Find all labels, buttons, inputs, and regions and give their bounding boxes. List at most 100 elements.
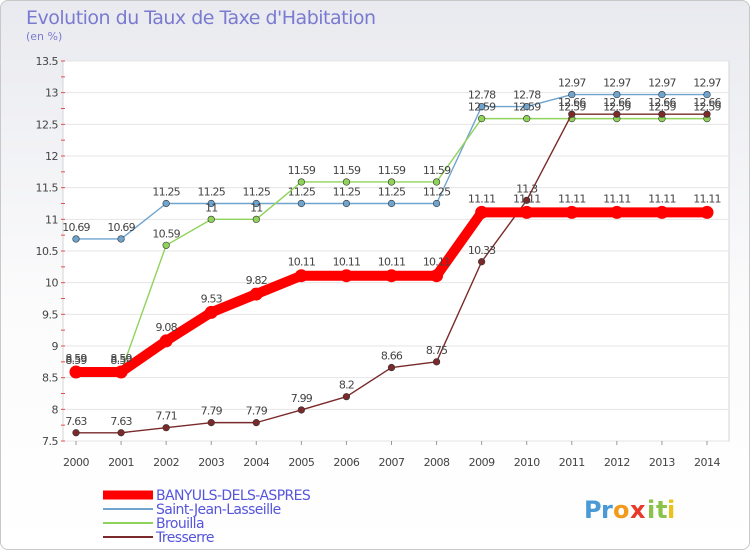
data-label: 12.66 xyxy=(648,96,676,109)
x-tick-label: 2012 xyxy=(604,456,630,469)
y-tick-label: 9 xyxy=(52,340,59,353)
x-tick-label: 2005 xyxy=(288,456,314,469)
data-point xyxy=(204,305,218,319)
data-point xyxy=(568,90,576,99)
data-point xyxy=(162,424,170,432)
data-point xyxy=(432,358,441,366)
unit-label: (en %) xyxy=(26,30,63,43)
logo-letter: x xyxy=(630,496,646,524)
data-label: 12.59 xyxy=(603,101,631,114)
y-tick-label: 8 xyxy=(52,403,59,416)
data-point xyxy=(703,90,711,99)
y-axis: 7.5 8 8.5 9 9.5 10 10.5 11 11.5 12 12.5 13 13.5 xyxy=(36,55,65,448)
legend-label: BANYULS-DELS-ASPRES xyxy=(156,488,311,504)
data-point xyxy=(252,199,260,208)
logo-letter: t xyxy=(656,496,667,524)
logo-letter: r xyxy=(601,496,613,524)
series-0: 8.59 8.59 9.08 9.53 9.82 10.11 10.11 10.11 10.11… xyxy=(65,192,722,379)
data-label: 8.2 xyxy=(339,379,354,392)
data-label: 11.3 xyxy=(516,182,538,195)
data-label: 11.25 xyxy=(378,186,406,199)
data-point xyxy=(252,419,260,427)
data-point xyxy=(159,334,173,348)
x-tick-label: 2011 xyxy=(559,456,585,469)
data-point xyxy=(207,215,215,223)
data-point xyxy=(387,199,396,208)
data-label: 8.75 xyxy=(426,344,448,357)
data-point xyxy=(342,199,351,208)
y-tick-label: 12.5 xyxy=(36,118,59,131)
data-label: 12.59 xyxy=(648,101,676,114)
data-point xyxy=(523,196,531,204)
data-point xyxy=(432,178,441,186)
data-point xyxy=(658,110,666,118)
data-label: 11 xyxy=(250,201,262,214)
data-label: 7.79 xyxy=(246,405,268,418)
data-point xyxy=(385,269,398,283)
chart-title: Evolution du Taux de Taxe d'Habitation xyxy=(26,7,376,29)
data-label: 12.66 xyxy=(693,96,721,109)
x-tick-label: 2009 xyxy=(469,456,495,469)
data-point xyxy=(520,205,534,219)
data-label: 11.59 xyxy=(378,164,406,177)
data-label: 7.63 xyxy=(65,415,87,428)
data-label: 10.69 xyxy=(62,221,90,234)
data-label: 11.11 xyxy=(693,192,721,205)
y-tick-label: 12 xyxy=(45,150,58,163)
y-tick-label: 11.5 xyxy=(36,182,59,195)
data-label: 12.66 xyxy=(603,96,631,109)
data-label: 9.53 xyxy=(201,292,223,305)
y-tick-label: 8.5 xyxy=(42,372,58,385)
data-label: 10.59 xyxy=(152,227,180,240)
data-label: 12.59 xyxy=(558,101,586,114)
data-label: 8.59 xyxy=(65,354,87,367)
data-label: 11.25 xyxy=(243,186,271,199)
data-label: 11.11 xyxy=(468,192,496,205)
data-point xyxy=(342,178,351,186)
data-point xyxy=(69,365,83,379)
data-point xyxy=(475,205,489,219)
x-tick-label: 2000 xyxy=(63,456,89,469)
data-label: 7.71 xyxy=(155,410,176,423)
logo-letter: i xyxy=(647,496,655,524)
y-tick-label: 7.5 xyxy=(42,435,58,448)
data-label: 12.66 xyxy=(558,96,586,109)
data-label: 11.59 xyxy=(288,164,316,177)
data-point xyxy=(432,199,441,208)
data-label: 11 xyxy=(205,201,217,214)
y-tick-label: 10.5 xyxy=(36,245,59,258)
data-label: 11.25 xyxy=(423,186,451,199)
data-point xyxy=(342,393,351,401)
data-point xyxy=(703,110,711,118)
data-point xyxy=(252,215,260,223)
data-point xyxy=(207,199,215,208)
data-point xyxy=(249,287,263,301)
x-tick-label: 2003 xyxy=(198,456,224,469)
logo-letter: P xyxy=(584,496,602,524)
data-point xyxy=(568,110,576,118)
data-point xyxy=(114,365,128,379)
data-label: 11.25 xyxy=(197,186,225,199)
data-point xyxy=(565,205,579,219)
data-point xyxy=(162,241,170,249)
x-tick-label: 2004 xyxy=(243,456,269,469)
data-label: 12.97 xyxy=(603,77,631,90)
data-label: 11.25 xyxy=(333,186,361,199)
data-point xyxy=(117,235,125,243)
data-label: 10.69 xyxy=(107,221,135,234)
series-1: 10.69 10.69 11.25 11.25 11.25 11.25 11.25 11.25… xyxy=(62,77,722,243)
data-point xyxy=(700,205,714,219)
data-point xyxy=(297,178,305,186)
data-label: 9.82 xyxy=(246,274,267,287)
data-point xyxy=(162,199,170,208)
data-label: 7.99 xyxy=(291,392,313,405)
data-label: 8.59 xyxy=(65,352,87,365)
data-point xyxy=(294,269,308,283)
data-label: 12.97 xyxy=(693,77,721,90)
data-label: 11.59 xyxy=(333,164,361,177)
data-label: 11.25 xyxy=(288,186,316,199)
data-point xyxy=(523,115,531,123)
data-label: 12.78 xyxy=(513,89,541,102)
data-point xyxy=(523,102,531,111)
